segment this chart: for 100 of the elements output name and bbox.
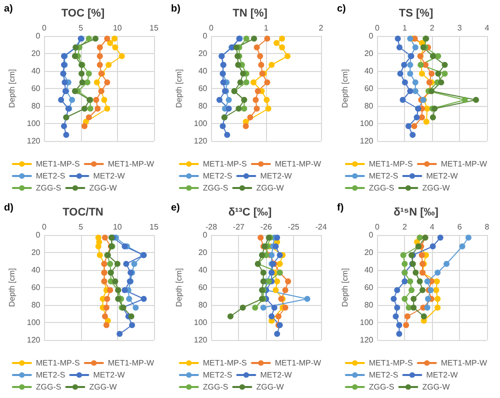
point [434,287,440,294]
point [81,106,88,112]
point [264,106,271,112]
point [72,53,78,60]
point [434,270,441,276]
chart-title: δ¹⁵N [‰] [394,206,440,218]
point [395,36,402,42]
x-tick-label: 6 [458,222,463,232]
legend-label: MET2-S [36,370,66,380]
text: e) [170,202,180,214]
point [112,278,118,284]
point [250,36,257,42]
point [256,53,263,60]
y-tick-label: 80 [364,102,374,110]
point [260,270,266,276]
point [107,287,114,294]
point [260,278,266,284]
point [101,96,108,103]
x-tick-label: -28 [205,222,218,232]
y-tick-label: 0 [202,230,208,240]
point [400,96,406,103]
x-tick-label: 0 [208,24,214,32]
y-tick-label: 40 [364,66,374,76]
point [96,252,103,258]
x-tick-label: 0 [375,24,380,32]
point [111,36,118,42]
point [84,79,90,86]
point [103,304,110,311]
point [434,278,440,284]
point [473,96,480,103]
x-tick-label: 4 [430,222,436,232]
y-axis-title: Depth [cm] [174,268,184,307]
y-tick-label: 100 [360,318,374,327]
y-tick-label: 60 [31,84,41,93]
point [435,70,442,77]
legend-label: MET1-MP-W [441,160,488,168]
point [107,40,114,46]
point [282,287,288,294]
legend-label: ZGG-W [256,382,284,392]
point [62,79,68,86]
point [408,287,415,294]
y-tick-label: 0 [36,230,41,240]
point [86,36,92,42]
point [140,296,147,302]
point [408,36,414,42]
legend-label: MET1-MP-W [274,160,322,168]
legend-label: ZGG-S [202,184,228,192]
point [394,287,400,294]
y-tick-label: 20 [198,248,208,257]
point [243,36,250,42]
y-tick-label: 60 [198,283,208,292]
legend-label: MET2-W [260,172,292,180]
point [438,234,444,241]
point [274,278,280,284]
legend-label: MET1-MP-W [108,160,155,168]
y-tick-label: 80 [198,102,208,110]
point [412,88,419,94]
point [282,304,288,311]
x-tick-label: -25 [287,222,300,232]
point [402,296,408,302]
point [107,260,114,267]
point [242,123,248,130]
point [430,243,436,250]
point [284,53,290,60]
point [79,79,86,86]
point [102,234,108,241]
point [131,260,138,267]
x-tick-label: 15 [150,24,159,32]
y-tick-label: 0 [36,32,41,40]
point [406,123,412,130]
legend-label: MET2-S [202,172,232,180]
y-tick-label: 40 [31,266,41,274]
point [434,296,441,302]
y-tick-label: 40 [198,66,208,76]
x-tick-label: 2 [318,24,324,32]
y-tick-label: 120 [26,136,41,146]
point [442,62,448,68]
point [420,287,426,294]
y-tick-label: 100 [194,119,208,128]
point [63,132,70,138]
legend-label: MET1-MP-W [274,358,322,368]
point [132,304,139,311]
point [272,287,278,294]
point [435,53,442,60]
point [424,118,430,125]
legend-label: MET1-MP-S [202,160,247,168]
y-axis-title: Depth [cm] [340,69,350,108]
point [403,322,410,328]
legend-label: MET2-S [36,172,66,180]
point [69,96,76,103]
legend-label: MET2-S [202,370,232,380]
y-axis-title: Depth [cm] [340,268,350,307]
x-tick-label: 1 [264,24,269,32]
point [129,322,136,328]
x-tick-label: -24 [314,222,327,232]
text: c) [337,4,346,14]
point [402,79,408,86]
point [272,243,278,250]
point [128,313,134,320]
point [81,123,88,130]
